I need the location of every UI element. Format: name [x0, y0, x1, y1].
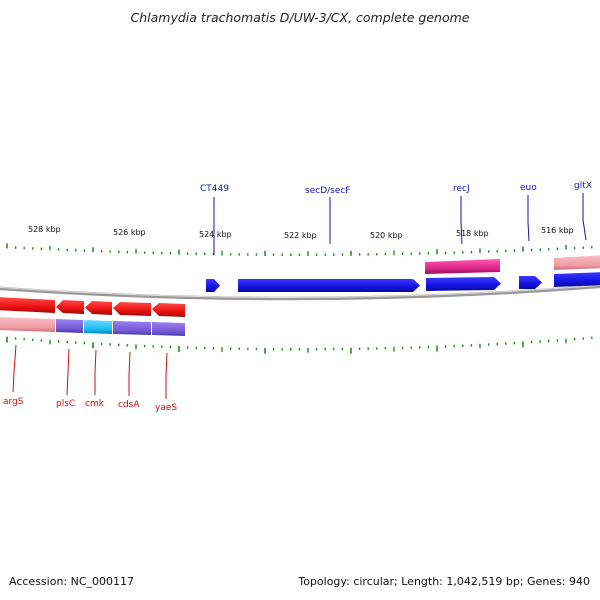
leader-cdsa — [128, 351, 131, 396]
genome-title: Chlamydia trachomatis D/UW-3/CX, complet… — [130, 10, 470, 25]
band-cdsa[interactable] — [113, 321, 151, 335]
genome-summary: Topology: circular; Length: 1,042,519 bp… — [298, 575, 590, 588]
leader-gltx — [582, 193, 587, 241]
outer-tick-ring — [6, 243, 593, 256]
scale-label-516: 516 kbp — [541, 226, 574, 235]
gene-cmk[interactable] — [85, 301, 112, 315]
leader-plsc — [66, 348, 70, 396]
band-yaes[interactable] — [152, 322, 185, 336]
bottom-gene-labels: argS plsC cmk cdsA yaeS — [3, 397, 177, 413]
gene-label-yaes[interactable]: yaeS — [155, 403, 177, 413]
gene-plsc[interactable] — [56, 300, 84, 314]
reverse-strand-genes — [0, 297, 185, 317]
leader-euo — [527, 195, 530, 242]
gene-label-cdsa[interactable]: cdsA — [118, 400, 140, 410]
leader-recj — [460, 196, 463, 245]
gene-label-args[interactable]: argS — [3, 397, 24, 407]
gene-args[interactable] — [0, 297, 55, 313]
scale-label-520: 520 kbp — [370, 231, 403, 240]
accession-label: Accession: NC_000117 — [9, 575, 135, 588]
leader-cmk — [94, 349, 97, 395]
gene-recj-band[interactable] — [425, 259, 500, 274]
scale-label-518: 518 kbp — [456, 229, 489, 238]
top-gene-labels: CT449 secD/secF recJ euo gltX — [200, 181, 592, 196]
band-plsc[interactable] — [56, 319, 83, 333]
leader-args — [12, 344, 17, 393]
scale-label-528: 528 kbp — [28, 225, 61, 234]
forward-strand-genes — [206, 272, 600, 292]
gene-gltx-band[interactable] — [554, 255, 600, 270]
genome-backbone — [0, 284, 600, 301]
gene-ct449[interactable] — [206, 279, 220, 292]
scale-label-524: 524 kbp — [199, 230, 232, 239]
leader-yaes — [165, 352, 168, 399]
gene-euo[interactable] — [519, 276, 542, 289]
scale-labels: 528 kbp 526 kbp 524 kbp 522 kbp 520 kbp … — [28, 225, 574, 240]
top-gene-leaders — [213, 193, 587, 255]
band-cmk[interactable] — [84, 320, 112, 334]
upper-band-genes — [425, 255, 600, 274]
gene-yaes[interactable] — [152, 303, 185, 317]
scale-label-522: 522 kbp — [284, 231, 317, 240]
gene-label-cmk[interactable]: cmk — [85, 399, 105, 409]
gene-label-euo[interactable]: euo — [520, 183, 537, 193]
scale-label-526: 526 kbp — [113, 228, 146, 237]
gene-recj-forward[interactable] — [426, 277, 501, 291]
gene-label-gltx[interactable]: gltX — [574, 181, 592, 191]
lower-band-genes — [0, 317, 185, 336]
inner-tick-ring — [6, 336, 593, 354]
gene-label-recj[interactable]: recJ — [453, 184, 470, 194]
gene-secd-secf[interactable] — [238, 279, 420, 292]
gene-label-secd-secf[interactable]: secD/secF — [305, 186, 351, 196]
band-args[interactable] — [0, 317, 55, 332]
gene-label-ct449[interactable]: CT449 — [200, 184, 229, 194]
gene-gltx[interactable] — [554, 272, 600, 287]
bottom-gene-leaders — [12, 344, 168, 399]
gene-cdsa[interactable] — [113, 302, 151, 316]
gene-label-plsc[interactable]: plsC — [56, 399, 75, 409]
